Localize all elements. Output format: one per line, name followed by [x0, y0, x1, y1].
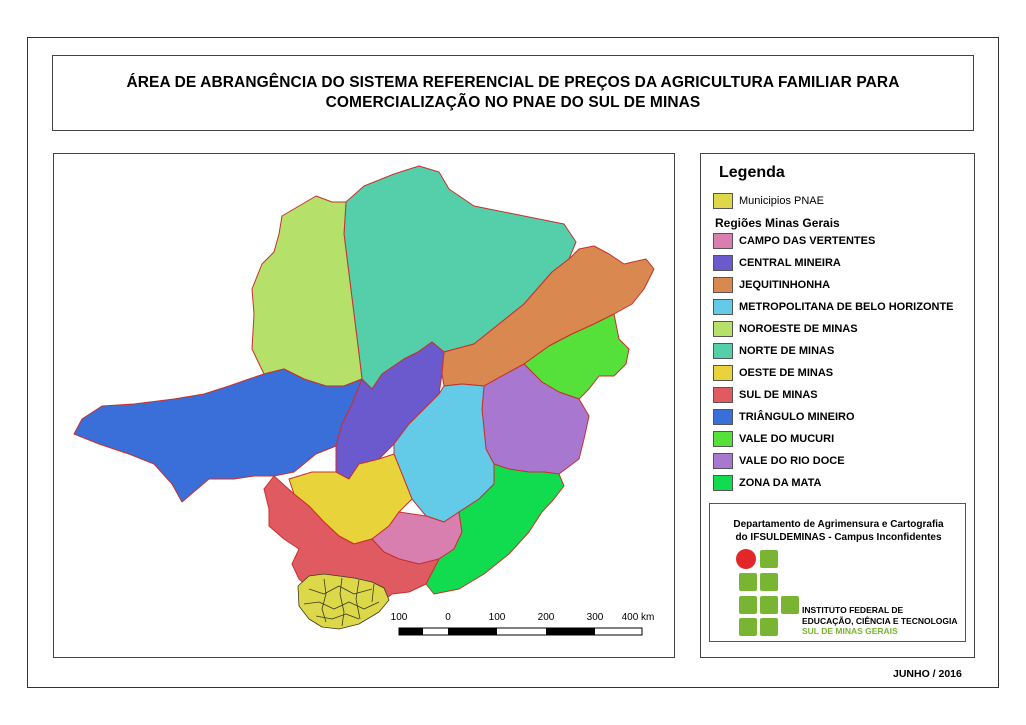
- title-line-1: ÁREA DE ABRANGÊNCIA DO SISTEMA REFERENCI…: [126, 74, 900, 91]
- legend-label: METROPOLITANA DE BELO HORIZONTE: [739, 301, 954, 313]
- department-name: Departamento de Agrimensura e Cartografi…: [710, 518, 967, 544]
- legend-subtitle: Regiões Minas Gerais: [715, 216, 840, 230]
- legend-swatch: [713, 321, 733, 337]
- legend-swatch: [713, 475, 733, 491]
- legend-item-region: VALE DO RIO DOCE: [713, 452, 845, 470]
- legend-label: TRIÂNGULO MINEIRO: [739, 411, 855, 423]
- legend-title: Legenda: [719, 164, 785, 181]
- legend-item-region: JEQUITINHONHA: [713, 276, 830, 294]
- legend-swatch: [713, 255, 733, 271]
- legend-swatch-pnae: [713, 193, 733, 209]
- scale-label-2: 100: [489, 612, 506, 623]
- logo-squares: [739, 550, 799, 636]
- legend-item-region: CAMPO DAS VERTENTES: [713, 232, 875, 250]
- scale-label-4: 300: [587, 612, 604, 623]
- legend-item-region: METROPOLITANA DE BELO HORIZONTE: [713, 298, 954, 316]
- title-box: ÁREA DE ABRANGÊNCIA DO SISTEMA REFERENCI…: [52, 55, 974, 131]
- institution-name: INSTITUTO FEDERAL DE EDUCAÇÃO, CIÊNCIA E…: [802, 605, 958, 637]
- legend-label: NOROESTE DE MINAS: [739, 323, 858, 335]
- legend-item-region: TRIÂNGULO MINEIRO: [713, 408, 855, 426]
- legend-item-region: CENTRAL MINEIRA: [713, 254, 841, 272]
- institution-campus: SUL DE MINAS GERAIS: [802, 626, 898, 636]
- legend-swatch: [713, 299, 733, 315]
- legend-label: JEQUITINHONHA: [739, 279, 831, 291]
- map-frame: [27, 37, 999, 688]
- legend-item-region: VALE DO MUCURI: [713, 430, 834, 448]
- minas-gerais-map: 100 0 100 200 300 400 km: [73, 165, 655, 636]
- legend-swatch: [713, 233, 733, 249]
- legend-label: SUL DE MINAS: [739, 389, 818, 401]
- legend-item-pnae: Municipios PNAE: [713, 192, 824, 210]
- legend-item-region: NOROESTE DE MINAS: [713, 320, 858, 338]
- legend-label-pnae: Municipios PNAE: [739, 195, 824, 207]
- department-line-1: Departamento de Agrimensura e Cartografi…: [733, 519, 944, 530]
- scale-bar: 100 0 100 200 300 400 km: [391, 612, 655, 636]
- legend-label: NORTE DE MINAS: [739, 345, 835, 357]
- legend-swatch: [713, 277, 733, 293]
- legend-item-region: ZONA DA MATA: [713, 474, 821, 492]
- legend-label: VALE DO RIO DOCE: [739, 455, 845, 467]
- legend-swatch: [713, 409, 733, 425]
- pnae-municipalities-layer: [297, 573, 390, 630]
- region-triangulo-mineiro: [73, 368, 363, 503]
- legend-item-region: NORTE DE MINAS: [713, 342, 834, 360]
- legend-label: OESTE DE MINAS: [739, 367, 834, 379]
- legend-swatch: [713, 365, 733, 381]
- legend-label: CAMPO DAS VERTENTES: [739, 235, 876, 247]
- map-panel: 100 0 100 200 300 400 km: [53, 153, 675, 658]
- institution-name-line-2: EDUCAÇÃO, CIÊNCIA E TECNOLOGIA: [802, 615, 958, 626]
- legend-panel: Legenda Municipios PNAE Regiões Minas Ge…: [700, 153, 975, 658]
- legend-item-region: OESTE DE MINAS: [713, 364, 833, 382]
- department-line-2: do IFSULDEMINAS - Campus Inconfidentes: [735, 532, 942, 543]
- map-date: JUNHO / 2016: [893, 668, 962, 680]
- region-sul-de-minas: [263, 475, 440, 610]
- title-line-2: COMERCIALIZAÇÃO NO PNAE DO SUL DE MINAS: [325, 94, 701, 111]
- pnae-municipalities: [297, 573, 390, 630]
- legend-swatch: [713, 431, 733, 447]
- legend-label: ZONA DA MATA: [739, 477, 822, 489]
- scale-label-1: 0: [445, 612, 451, 623]
- institution-box: Departamento de Agrimensura e Cartografi…: [709, 503, 966, 642]
- legend-swatch: [713, 343, 733, 359]
- institution-name-line-1: INSTITUTO FEDERAL DE: [802, 605, 904, 615]
- scale-label-0: 100: [391, 612, 408, 623]
- legend-label: CENTRAL MINEIRA: [739, 257, 841, 269]
- logo-red-dot: [736, 549, 756, 569]
- if-logo-icon: [736, 549, 799, 636]
- legend-label: VALE DO MUCURI: [739, 433, 835, 445]
- legend-swatch: [713, 387, 733, 403]
- legend-item-region: SUL DE MINAS: [713, 386, 818, 404]
- legend-swatch: [713, 453, 733, 469]
- scale-label-5: 400 km: [622, 612, 655, 623]
- scale-label-3: 200: [538, 612, 555, 623]
